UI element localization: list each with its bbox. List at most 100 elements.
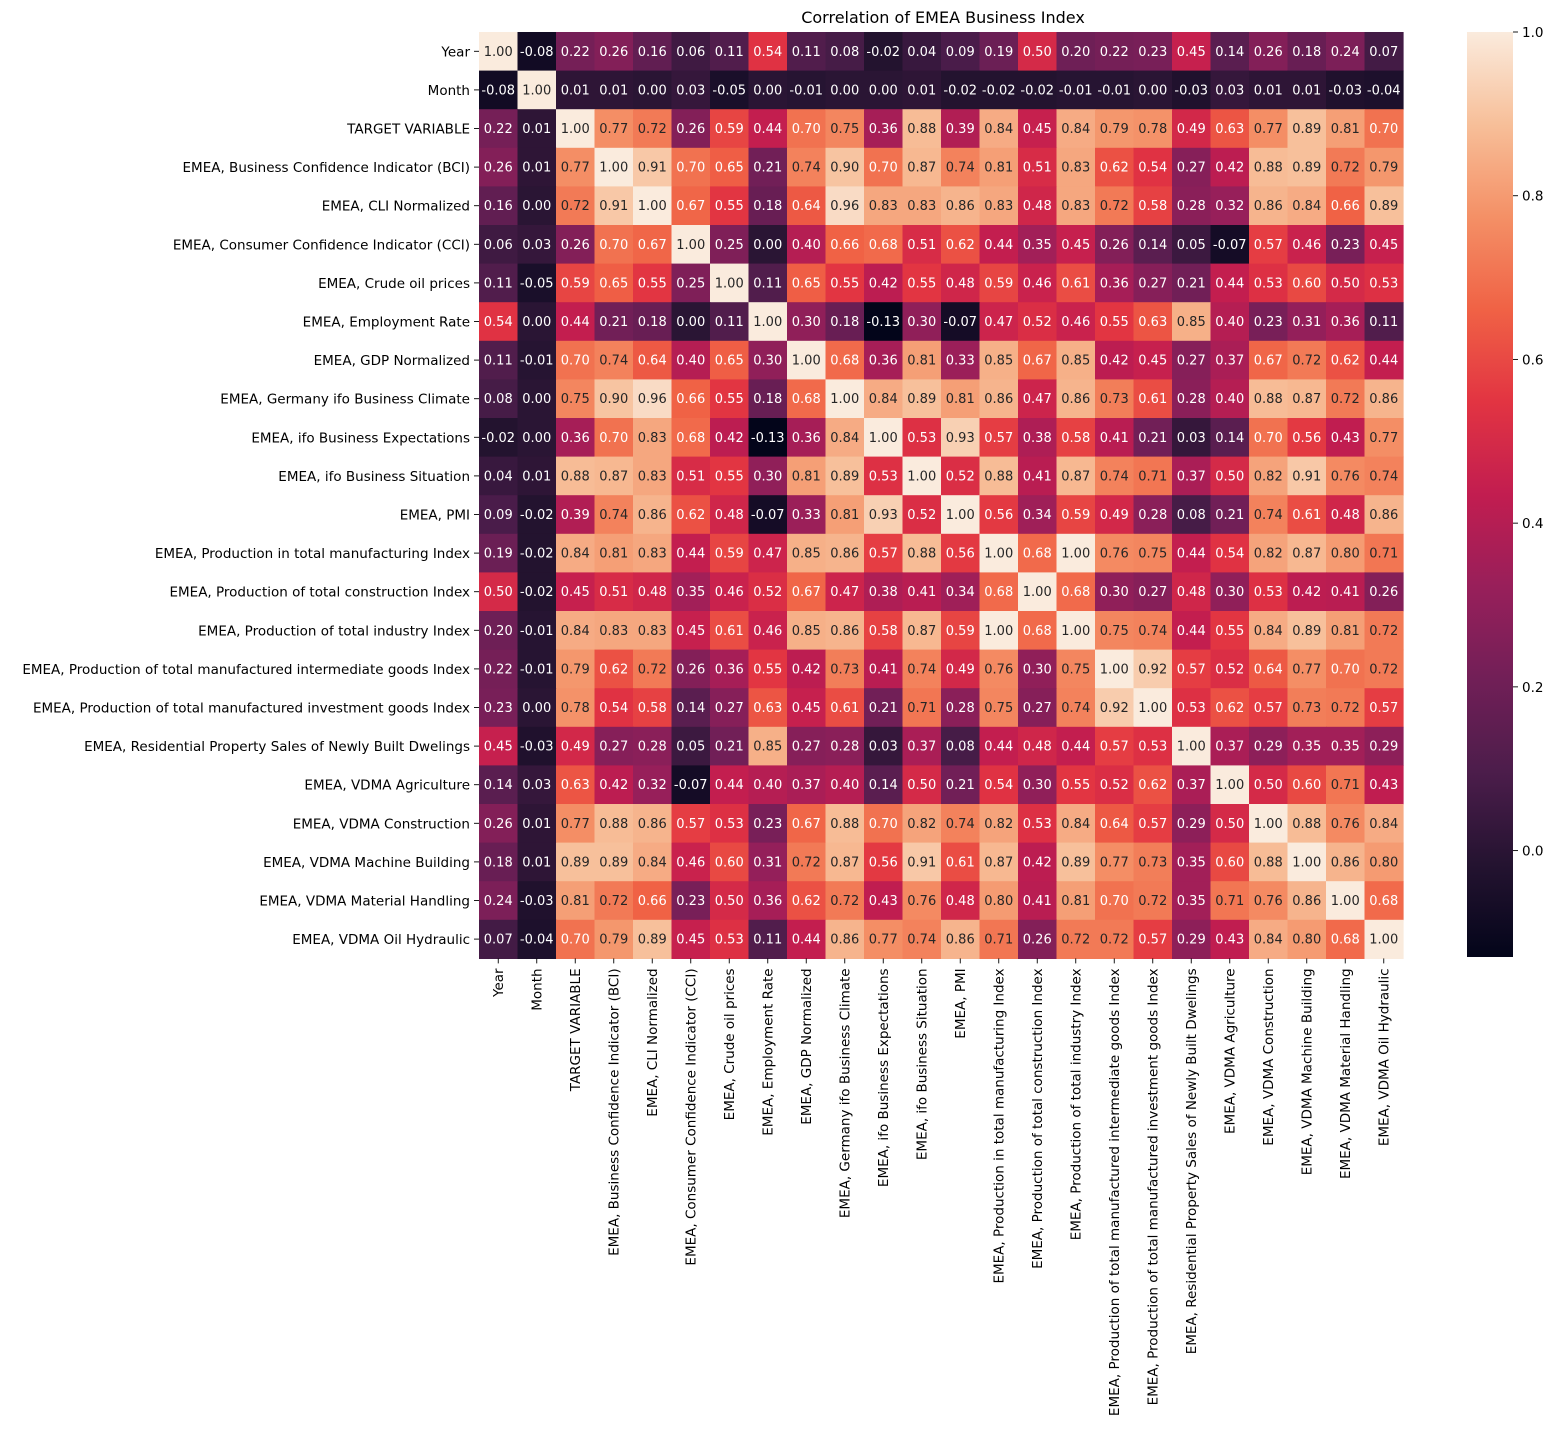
heatmap-cell-value: 0.72: [599, 894, 628, 909]
heatmap-cell-value: 0.72: [1100, 199, 1129, 214]
heatmap-cell: [1133, 688, 1173, 728]
heatmap-cell: [710, 32, 750, 72]
heatmap-cell: [1056, 186, 1096, 226]
heatmap-cell: [1056, 225, 1096, 265]
heatmap-cell: [1056, 842, 1096, 882]
heatmap-cell-value: 0.62: [1215, 701, 1244, 716]
heatmap-cell-value: 0.88: [907, 547, 936, 562]
heatmap-cell: [1095, 340, 1135, 380]
heatmap-cell-value: 0.23: [1331, 238, 1360, 253]
x-tick-label: EMEA, Production of total construction I…: [1030, 968, 1046, 1269]
heatmap-cell-value: 0.16: [638, 45, 667, 60]
heatmap-cell: [1364, 649, 1404, 689]
heatmap-cell: [633, 302, 673, 342]
heatmap-cell: [1095, 688, 1135, 728]
heatmap-cell-value: 0.91: [907, 855, 936, 870]
heatmap-cell-value: 0.28: [830, 740, 859, 755]
heatmap-cell: [1095, 649, 1135, 689]
heatmap-cell: [1210, 804, 1250, 844]
heatmap-cell-value: 0.68: [984, 585, 1013, 600]
heatmap-cell: [979, 109, 1019, 149]
heatmap-cell-value: 0.00: [1138, 83, 1167, 98]
heatmap-cell-value: 0.80: [1292, 933, 1321, 948]
heatmap-cell: [748, 533, 788, 573]
heatmap-cell: [1249, 302, 1289, 342]
heatmap-cell: [1364, 32, 1404, 72]
heatmap-cell-value: -0.05: [520, 276, 554, 291]
heatmap-cell: [1018, 147, 1058, 187]
heatmap-cell: [1095, 842, 1135, 882]
heatmap-cell-value: 0.90: [599, 392, 628, 407]
heatmap-cell: [864, 495, 904, 535]
heatmap-cell: [1364, 881, 1404, 921]
heatmap-cell-value: 0.58: [1061, 431, 1090, 446]
heatmap-cell-value: 0.46: [715, 585, 744, 600]
heatmap-cell-value: 0.18: [1292, 45, 1321, 60]
heatmap-cell-value: 0.08: [1177, 508, 1206, 523]
heatmap-cell: [671, 302, 711, 342]
heatmap-cell: [1287, 611, 1327, 651]
heatmap-cell: [1249, 649, 1289, 689]
heatmap-cell: [1172, 418, 1212, 458]
heatmap-cell-value: 0.84: [869, 392, 898, 407]
heatmap-cell: [1210, 919, 1250, 959]
heatmap-cell-value: 0.70: [869, 161, 898, 176]
heatmap-cell: [1249, 919, 1289, 959]
heatmap-cell-value: 0.45: [1369, 238, 1398, 253]
heatmap-cell-value: -0.13: [866, 315, 900, 330]
heatmap-cell: [902, 572, 942, 612]
heatmap-cell-value: -0.01: [1059, 83, 1093, 98]
heatmap-cell-value: 0.55: [715, 199, 744, 214]
heatmap-cell: [748, 225, 788, 265]
heatmap-cell-value: 0.78: [1138, 122, 1167, 137]
heatmap-cell: [1364, 804, 1404, 844]
heatmap-cell: [979, 842, 1019, 882]
heatmap-cell: [825, 418, 865, 458]
heatmap-cell: [1326, 495, 1366, 535]
heatmap-cell: [671, 379, 711, 419]
heatmap-cell-value: 0.86: [946, 199, 975, 214]
heatmap-cell-value: 0.89: [599, 855, 628, 870]
heatmap-cell: [864, 611, 904, 651]
heatmap-cell: [1095, 456, 1135, 496]
heatmap-cell-value: 0.82: [1254, 547, 1283, 562]
heatmap-cell: [1172, 611, 1212, 651]
heatmap-cell-value: 0.73: [830, 662, 859, 677]
heatmap-cell-value: 0.00: [638, 83, 667, 98]
heatmap-cell-value: 0.70: [1254, 431, 1283, 446]
heatmap-cell: [1056, 649, 1096, 689]
heatmap-cell-value: 0.41: [869, 662, 898, 677]
heatmap-cell-value: 0.20: [1061, 45, 1090, 60]
heatmap-cell-value: 1.00: [1292, 855, 1321, 870]
heatmap-cell-value: 0.14: [1215, 431, 1244, 446]
heatmap-cell-value: 1.00: [676, 238, 705, 253]
heatmap-cell-value: 0.55: [1061, 778, 1090, 793]
heatmap-cell-value: 0.76: [1331, 469, 1360, 484]
heatmap-cell-value: 1.00: [984, 547, 1013, 562]
heatmap-cell: [1172, 109, 1212, 149]
heatmap-cell: [748, 726, 788, 766]
heatmap-cell: [1364, 572, 1404, 612]
heatmap-cell: [787, 225, 827, 265]
heatmap-cell-value: 0.25: [715, 238, 744, 253]
heatmap-cell-value: 0.01: [522, 122, 551, 137]
heatmap-cell: [517, 611, 557, 651]
heatmap-cell: [556, 340, 596, 380]
heatmap-cell-value: 0.64: [638, 354, 667, 369]
heatmap-cell-value: 0.57: [1100, 740, 1129, 755]
heatmap-cell: [1095, 919, 1135, 959]
heatmap-cell: [1326, 726, 1366, 766]
heatmap-cell-value: 0.48: [1023, 199, 1052, 214]
heatmap-cell-value: 0.86: [1369, 508, 1398, 523]
heatmap-cell-value: 0.30: [792, 315, 821, 330]
heatmap-cell-value: 0.03: [676, 83, 705, 98]
heatmap-cell: [748, 302, 788, 342]
heatmap-cell: [710, 495, 750, 535]
heatmap-cell-value: 0.47: [1023, 392, 1052, 407]
heatmap-cell-value: -0.02: [520, 585, 554, 600]
heatmap-cell-value: 0.43: [1369, 778, 1398, 793]
heatmap-cell-value: 0.81: [907, 354, 936, 369]
heatmap-cell-value: 0.44: [676, 547, 705, 562]
heatmap-cell: [825, 186, 865, 226]
heatmap-cell: [825, 688, 865, 728]
